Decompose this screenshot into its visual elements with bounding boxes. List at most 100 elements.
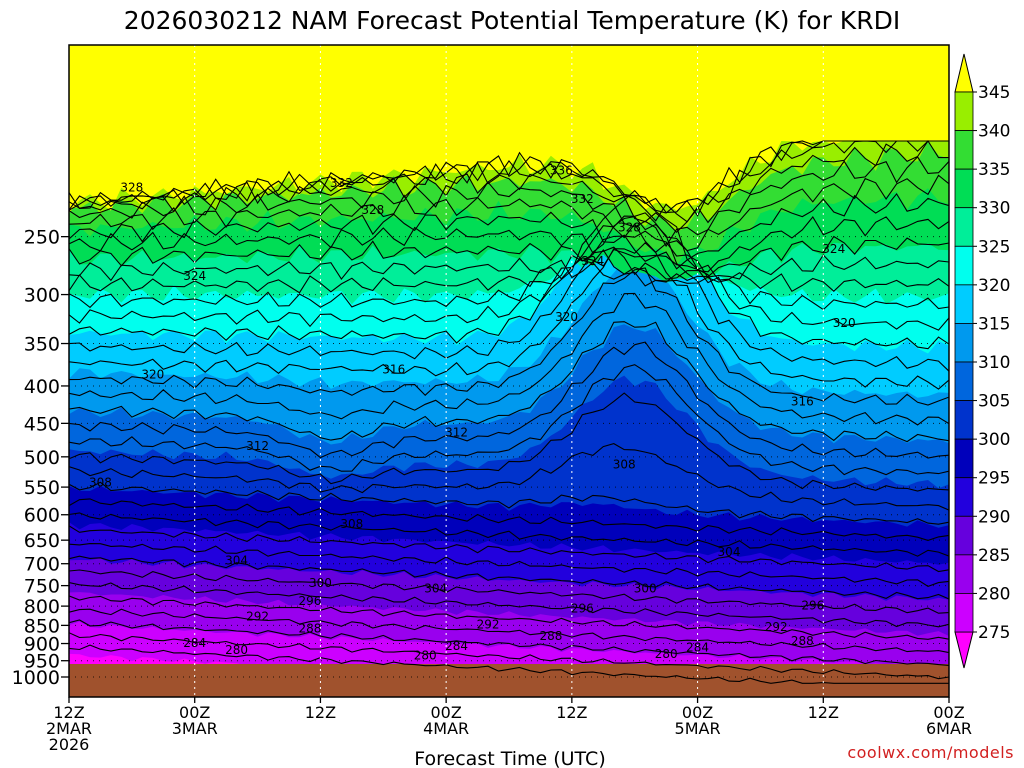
x-tick-label-0-0: 12Z [53,703,84,722]
contour-label-text: 312 [246,439,269,453]
contour-label-280-37: 280 [414,649,437,663]
colorbar-segment-4 [954,245,974,286]
contour-label-text: 332 [571,192,594,206]
contour-label-text: 320 [141,368,164,382]
y-tick-label-500: 500 [24,447,60,469]
y-tick-label-650: 650 [24,530,60,552]
y-tick-label-550: 550 [24,477,60,499]
contour-label-308-18: 308 [340,517,363,531]
contour-label-text: 328 [361,203,384,217]
y-tick-label-950: 950 [24,651,60,673]
colorbar-segment-0 [954,91,974,131]
colorbar-label-340: 340 [978,122,1010,142]
contour-label-288-31: 288 [539,629,562,643]
contour-label-332-2: 332 [571,192,594,206]
contour-line-328 [69,254,949,287]
contour-label-304-20: 304 [718,545,741,559]
colorbar-segment-11 [954,515,974,556]
contour-line-288 [69,569,949,614]
contour-label-280-38: 280 [655,647,678,661]
y-tick-label-900: 900 [24,634,60,656]
colorbar-segment-8 [954,400,974,440]
contour-line-280 [69,619,949,666]
colorbar-segment-13 [954,593,974,633]
contour-label-text: 284 [445,639,468,653]
colorbar: 345 340 335 330 325 320 315 310 305 300 295 290 285 2… [954,53,1010,669]
contour-label-text: 316 [791,394,814,408]
x-tick-label-84-1: 6MAR [926,719,972,738]
x-tick-label-12-0: 00Z [179,703,210,722]
contour-label-text: 328 [618,221,641,235]
contour-line-340 [69,139,949,233]
contour-label-text: 280 [655,647,678,661]
x-tick-label-0-2: 2026 [49,735,90,754]
contour-label-text: 312 [445,425,468,439]
colorbar-segment-2 [954,168,974,209]
colorbar-label-285: 285 [978,546,1010,566]
y-tick-label-450: 450 [24,413,60,435]
x-tick-label-36-1: 4MAR [423,719,469,738]
contour-line-284 [69,595,949,640]
contour-label-320-11: 320 [141,368,164,382]
contour-line-298 [69,498,949,541]
colorbar-segment-3 [954,207,974,247]
contour-label-288-30: 288 [298,621,321,635]
contour-label-text: 328 [120,180,143,194]
colorbar-segment-10 [954,477,974,517]
y-tick-label-600: 600 [24,505,60,527]
colorbar-segment-7 [954,361,974,401]
y-tick-label-850: 850 [24,615,60,637]
contour-line-292 [69,543,949,588]
contour-label-324-8: 324 [822,242,845,256]
contour-line-320 [69,189,949,350]
contour-label-text: 324 [822,242,845,256]
contour-line-312 [69,292,949,426]
contour-label-text: 284 [686,641,709,655]
contour-line-318 [69,216,949,372]
contour-label-328-4: 328 [361,203,384,217]
contour-line-334 [69,192,949,270]
contour-label-text: 304 [225,554,248,568]
contour-label-308-17: 308 [613,457,636,471]
contour-line-306 [69,364,949,476]
contour-line-336 [69,174,949,253]
contour-label-text: 324 [581,254,604,268]
x-tick-label-0-1: 2MAR [46,719,92,738]
contour-line-286 [69,581,949,628]
contour-line-310 [69,321,949,443]
contour-line-344 [69,140,949,217]
contour-label-288-32: 288 [791,634,814,648]
colorbar-label-305: 305 [978,392,1010,412]
colorbar-label-330: 330 [978,199,1010,219]
y-tick-label-750: 750 [24,576,60,598]
contour-label-300-22: 300 [309,576,332,590]
contour-label-text: 284 [183,636,206,650]
contour-label-292-29: 292 [765,620,788,634]
contour-label-304-21: 304 [424,582,447,596]
y-tick-label-250: 250 [24,227,60,249]
colorbar-label-315: 315 [978,314,1010,334]
contour-label-284-35: 284 [686,641,709,655]
contour-label-312-15: 312 [246,439,269,453]
contour-line-276 [69,644,949,684]
contour-label-text: 320 [555,310,578,324]
contour-label-text: 300 [309,576,332,590]
contour-label-324-6: 324 [183,269,206,283]
colorbar-segment-12 [954,554,974,594]
contour-label-320-9: 320 [555,310,578,324]
x-tick-label-60-0: 00Z [682,703,713,722]
contour-label-text: 336 [550,164,573,178]
contour-line-316 [69,242,949,390]
contour-label-312-14: 312 [445,425,468,439]
contour-line-326 [69,248,949,294]
contour-line-278 [69,632,949,680]
colorbar-segment-6 [954,323,974,363]
contour-label-328-5: 328 [618,221,641,235]
chart-title: 2026030212 NAM Forecast Potential Temper… [124,6,900,35]
contour-label-304-19: 304 [225,554,248,568]
contour-label-text: 292 [765,620,788,634]
credit-text: coolwx.com/models [847,743,1014,762]
contour-label-300-23: 300 [634,582,657,596]
contour-label-text: 308 [89,475,112,489]
